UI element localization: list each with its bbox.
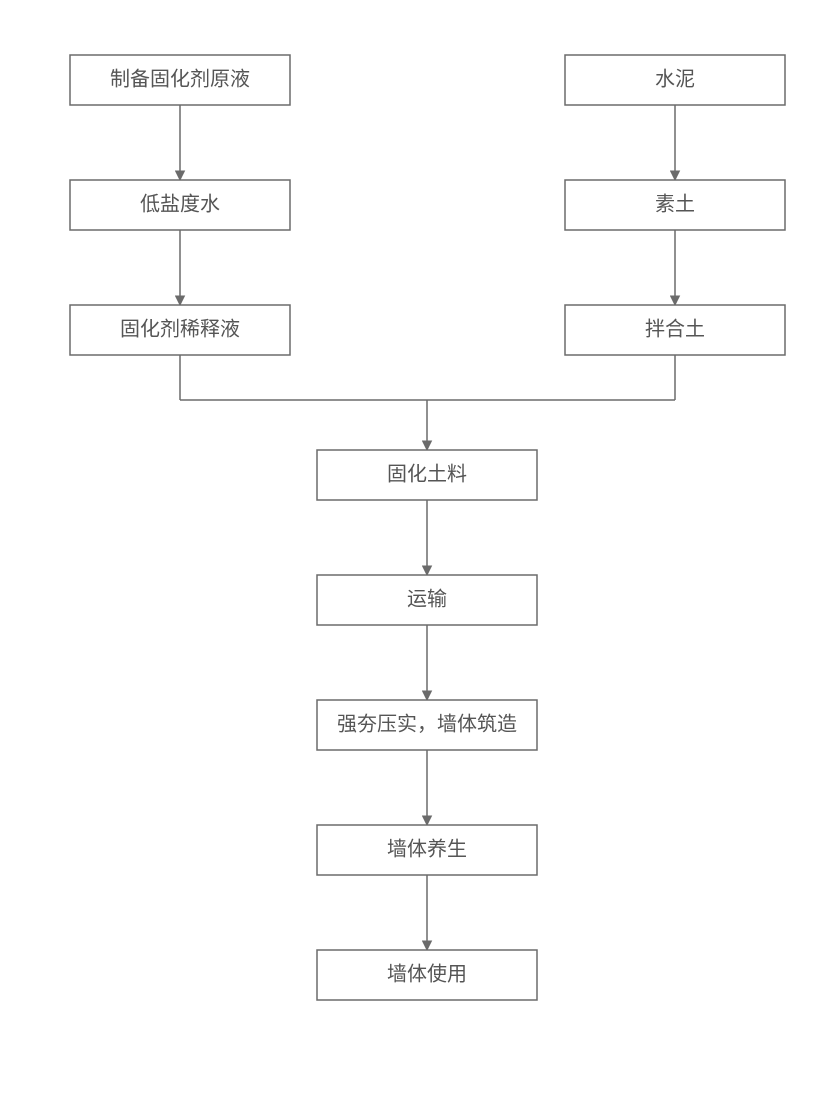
flow-node-label: 水泥: [655, 68, 695, 91]
flow-node-label: 墙体使用: [387, 963, 467, 986]
flow-node: 运输: [317, 575, 537, 625]
flow-node: 水泥: [565, 55, 785, 105]
flow-node: 墙体使用: [317, 950, 537, 1000]
flow-node-label: 墙体养生: [387, 838, 467, 861]
flow-node-label: 强夯压实，墙体筑造: [337, 713, 517, 736]
flow-node-label: 低盐度水: [140, 193, 220, 216]
flow-node-label: 拌合土: [645, 318, 705, 341]
flow-node-label: 素土: [655, 193, 695, 216]
flow-node-label: 制备固化剂原液: [110, 68, 250, 91]
flow-node-label: 运输: [407, 588, 447, 611]
edges-layer: [180, 105, 675, 950]
flow-node-label: 固化土料: [387, 463, 467, 486]
flow-node: 制备固化剂原液: [70, 55, 290, 105]
flow-node-label: 固化剂稀释液: [120, 318, 240, 341]
flow-node: 强夯压实，墙体筑造: [317, 700, 537, 750]
flow-node: 素土: [565, 180, 785, 230]
flow-node: 墙体养生: [317, 825, 537, 875]
flow-node: 固化剂稀释液: [70, 305, 290, 355]
flow-node: 拌合土: [565, 305, 785, 355]
flow-node: 低盐度水: [70, 180, 290, 230]
flow-node: 固化土料: [317, 450, 537, 500]
flowchart: 制备固化剂原液 水泥低盐度水 素土固化剂稀释液 拌合土固化土料运输强夯压实，墙体筑造墙…: [0, 0, 840, 1120]
